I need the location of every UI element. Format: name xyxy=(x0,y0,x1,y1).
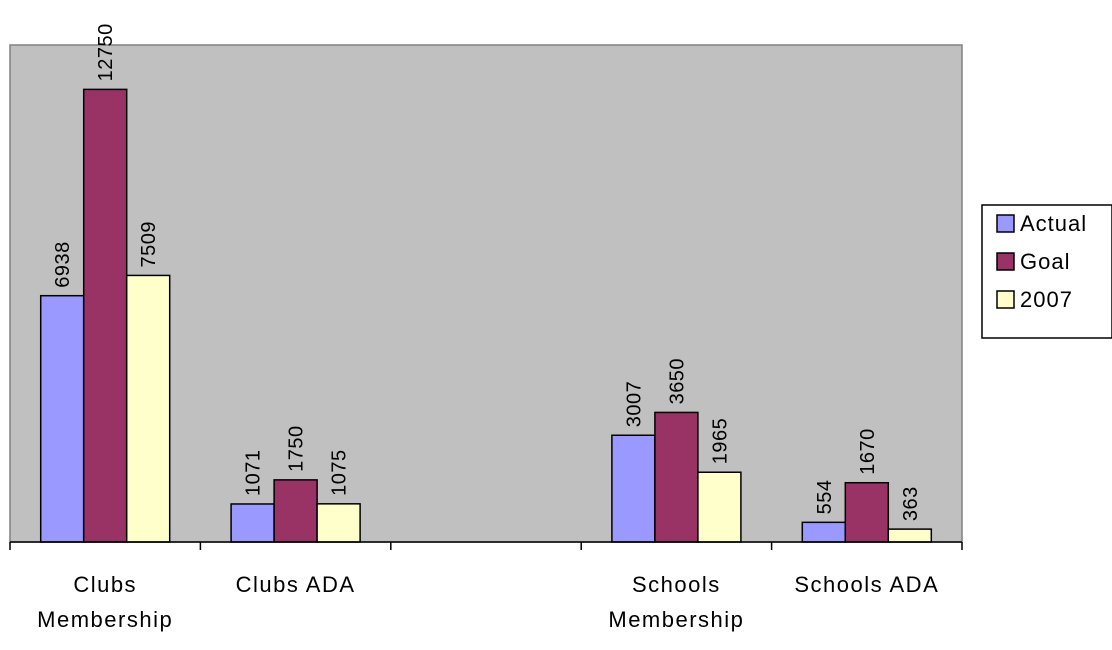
category-label: Clubs ADA xyxy=(236,572,356,597)
category-label: Schools ADA xyxy=(794,572,939,597)
bar-2-1 xyxy=(316,503,361,543)
bar-1-4 xyxy=(844,481,890,543)
legend: Actual Goal 2007 xyxy=(981,204,1112,339)
value-label-2-4: 363 xyxy=(900,486,922,521)
bar-2-3 xyxy=(697,471,742,543)
bar-0-1 xyxy=(230,503,275,543)
legend-label: Goal xyxy=(1020,249,1070,274)
x-axis xyxy=(9,541,963,550)
legend-swatch xyxy=(996,214,1015,233)
value-labels: 6938 12750 7509 1071 1750 1075 3007 3650 1965 554… xyxy=(52,23,922,521)
bar-1-3 xyxy=(654,411,699,543)
value-label-0-4: 554 xyxy=(814,479,836,514)
value-label-1-1: 1750 xyxy=(286,425,308,472)
legend-swatch xyxy=(996,252,1015,271)
value-label-1-0: 12750 xyxy=(95,23,117,81)
value-label-2-0: 7509 xyxy=(138,221,160,268)
bar-0-0 xyxy=(39,294,85,543)
category-label: Clubs xyxy=(73,572,137,597)
legend-label: 2007 xyxy=(1020,287,1073,312)
value-label-2-3: 1965 xyxy=(709,418,731,465)
legend-swatch xyxy=(996,290,1015,309)
bar-2-0 xyxy=(125,274,171,543)
category-labels: Clubs Membership Clubs ADA Schools Membershi… xyxy=(37,572,939,632)
legend-label: Actual xyxy=(1020,211,1087,236)
value-label-0-1: 1071 xyxy=(243,449,265,496)
category-label: Membership xyxy=(37,607,173,632)
category-label: Membership xyxy=(608,607,744,632)
bars xyxy=(39,88,933,543)
bar-1-1 xyxy=(273,479,318,543)
value-label-0-3: 3007 xyxy=(623,381,645,428)
bar-0-4 xyxy=(801,521,847,543)
bar-2-4 xyxy=(887,528,933,543)
value-label-2-1: 1075 xyxy=(329,449,351,496)
value-label-1-4: 1670 xyxy=(857,428,879,475)
value-label-0-0: 6938 xyxy=(52,241,74,288)
value-label-1-3: 3650 xyxy=(666,358,688,405)
bar-0-3 xyxy=(611,434,656,543)
category-label: Schools xyxy=(632,572,721,597)
bar-1-0 xyxy=(82,88,128,543)
